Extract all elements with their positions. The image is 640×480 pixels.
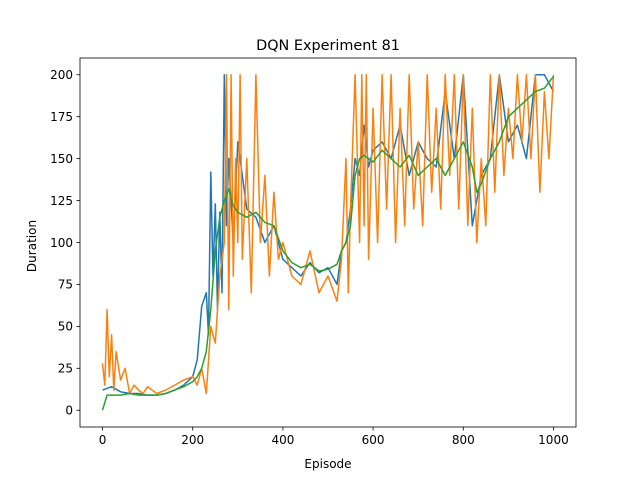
y-tick-label: 125 (50, 194, 73, 208)
y-tick-label: 0 (65, 404, 73, 418)
y-tick-label: 50 (58, 320, 73, 334)
y-tick-label: 75 (58, 278, 73, 292)
chart-title: DQN Experiment 81 (256, 38, 400, 54)
series-line-3 (101, 75, 555, 411)
x-axis-label: Episode (304, 457, 351, 471)
x-tick-label: 1000 (538, 433, 569, 447)
x-tick-label: 600 (362, 433, 385, 447)
y-tick-label: 150 (50, 152, 73, 166)
x-tick-label: 0 (99, 433, 107, 447)
y-tick-label: 200 (50, 68, 73, 82)
x-tick-label: 400 (271, 433, 294, 447)
axes: 0 200 400 600 800 1000 0 25 50 75 100 125 150 175 200 (50, 57, 577, 447)
x-tick-label: 800 (452, 433, 475, 447)
plot-area (101, 74, 555, 411)
series-line-1 (102, 74, 555, 396)
y-tick-label: 25 (58, 362, 73, 376)
y-axis-label: Duration (25, 220, 39, 272)
series-line-2 (101, 74, 555, 395)
y-tick-label: 100 (50, 236, 73, 250)
x-tick-label: 200 (181, 433, 204, 447)
y-tick-label: 175 (50, 110, 73, 124)
